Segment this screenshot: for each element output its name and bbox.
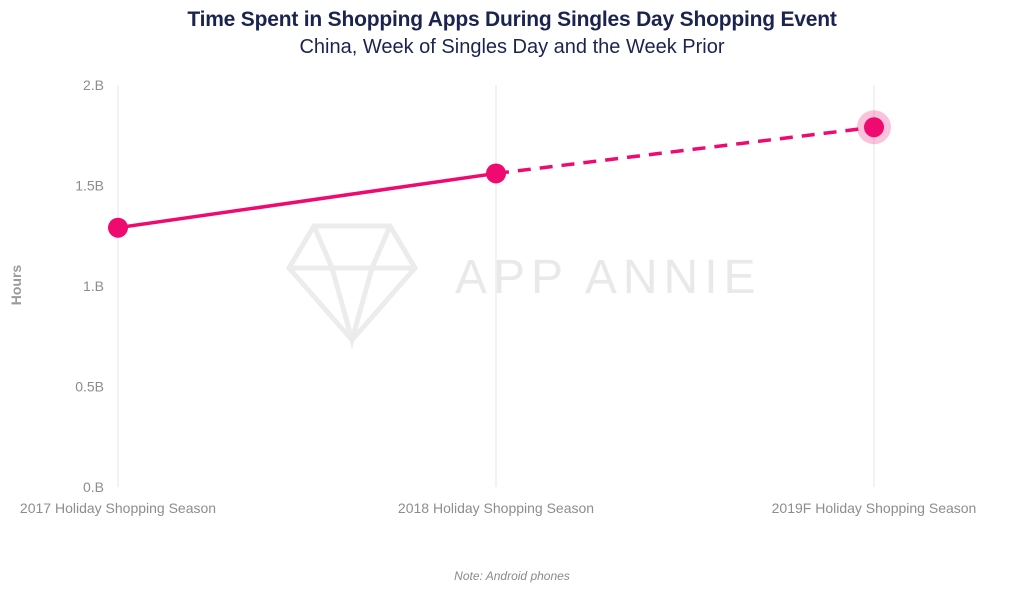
diamond-logo-icon	[285, 223, 419, 350]
chart-note: Note: Android phones	[454, 569, 570, 583]
watermark-text: APP ANNIE	[455, 251, 762, 304]
data-point-2	[864, 117, 884, 138]
y-tick-label: 0.B	[83, 479, 104, 495]
app-annie-watermark: APP ANNIE	[285, 223, 762, 350]
series-line-actual	[117, 171, 497, 230]
y-tick-label: 0.5B	[75, 379, 104, 395]
data-point-0	[108, 217, 128, 238]
chart-subtitle: China, Week of Singles Day and the Week …	[299, 36, 725, 58]
x-tick-label: 2019F Holiday Shopping Season	[772, 500, 977, 516]
y-tick-label: 2.B	[83, 77, 104, 93]
series-line-forecast	[495, 125, 875, 176]
y-tick-label: 1.5B	[75, 178, 104, 194]
x-tick-label: 2018 Holiday Shopping Season	[398, 500, 594, 516]
x-tick-label: 2017 Holiday Shopping Season	[20, 500, 216, 516]
data-point-1	[486, 163, 506, 184]
chart-title: Time Spent in Shopping Apps During Singl…	[187, 8, 837, 31]
y-tick-label: 1.B	[83, 278, 104, 294]
y-axis-label: Hours	[8, 265, 24, 306]
